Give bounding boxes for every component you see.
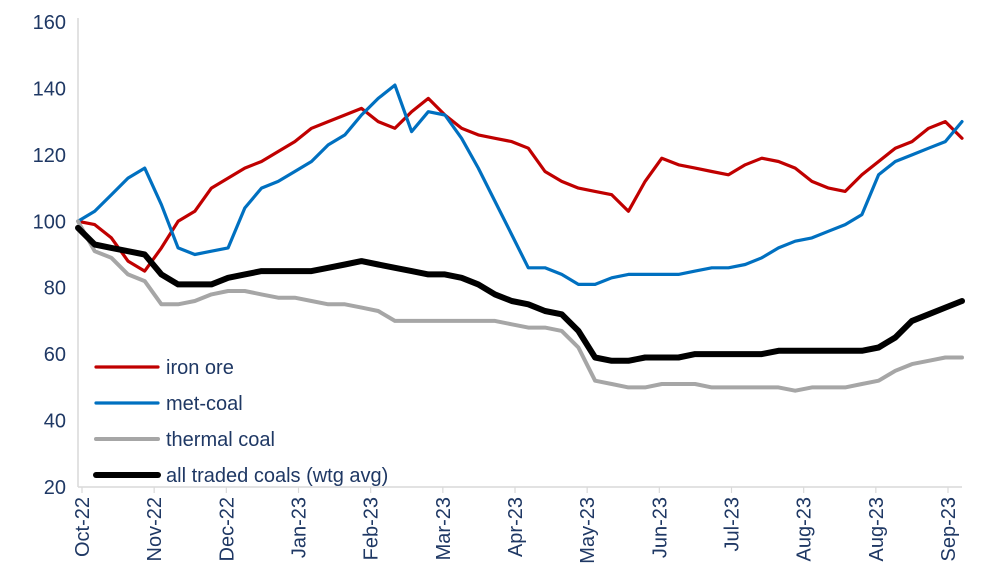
series-line-iron-ore xyxy=(76,96,964,273)
x-tick-label: Jun-23 xyxy=(649,497,671,558)
series-line-all-traded-coals-wtg-avg xyxy=(75,224,965,364)
x-tick-label: Aug-23 xyxy=(866,497,888,562)
x-tick-label: Jan-23 xyxy=(289,497,311,558)
x-tick-label: Mar-23 xyxy=(433,497,455,560)
x-tick-label: Sep-23 xyxy=(938,497,960,562)
x-tick-label: Feb-23 xyxy=(361,497,383,560)
x-tick-label: Aug-23 xyxy=(794,497,816,562)
x-tick-label: Dec-22 xyxy=(216,497,238,561)
legend-label: all traded coals (wtg avg) xyxy=(166,465,388,487)
legend-label: thermal coal xyxy=(166,429,275,451)
series-line-met-coal xyxy=(76,83,964,286)
legend-label: iron ore xyxy=(166,357,234,379)
x-tick-label: Apr-23 xyxy=(505,497,527,557)
y-tick-label: 80 xyxy=(44,278,66,300)
series-layer xyxy=(75,83,965,393)
y-tick-label: 100 xyxy=(33,211,66,233)
y-tick-label: 40 xyxy=(44,411,66,433)
legend-label: met-coal xyxy=(166,393,243,415)
y-tick-label: 20 xyxy=(44,477,66,499)
y-tick-label: 60 xyxy=(44,344,66,366)
x-tick-label: May-23 xyxy=(577,497,599,564)
x-tick-label: Jul-23 xyxy=(722,497,744,551)
y-tick-label: 160 xyxy=(33,12,66,34)
y-tick-label: 140 xyxy=(33,78,66,100)
x-tick-label: Oct-22 xyxy=(72,497,94,557)
series-line-thermal-coal xyxy=(76,219,964,393)
x-tick-label: Nov-22 xyxy=(144,497,166,561)
axes-layer: 20 40 60 80 100 120 140 160 Oct-22 Nov-22 Dec-22 Ja… xyxy=(33,12,962,564)
y-tick-label: 120 xyxy=(33,145,66,167)
legend: iron ore met-coal thermal coal all traded c… xyxy=(93,357,388,487)
